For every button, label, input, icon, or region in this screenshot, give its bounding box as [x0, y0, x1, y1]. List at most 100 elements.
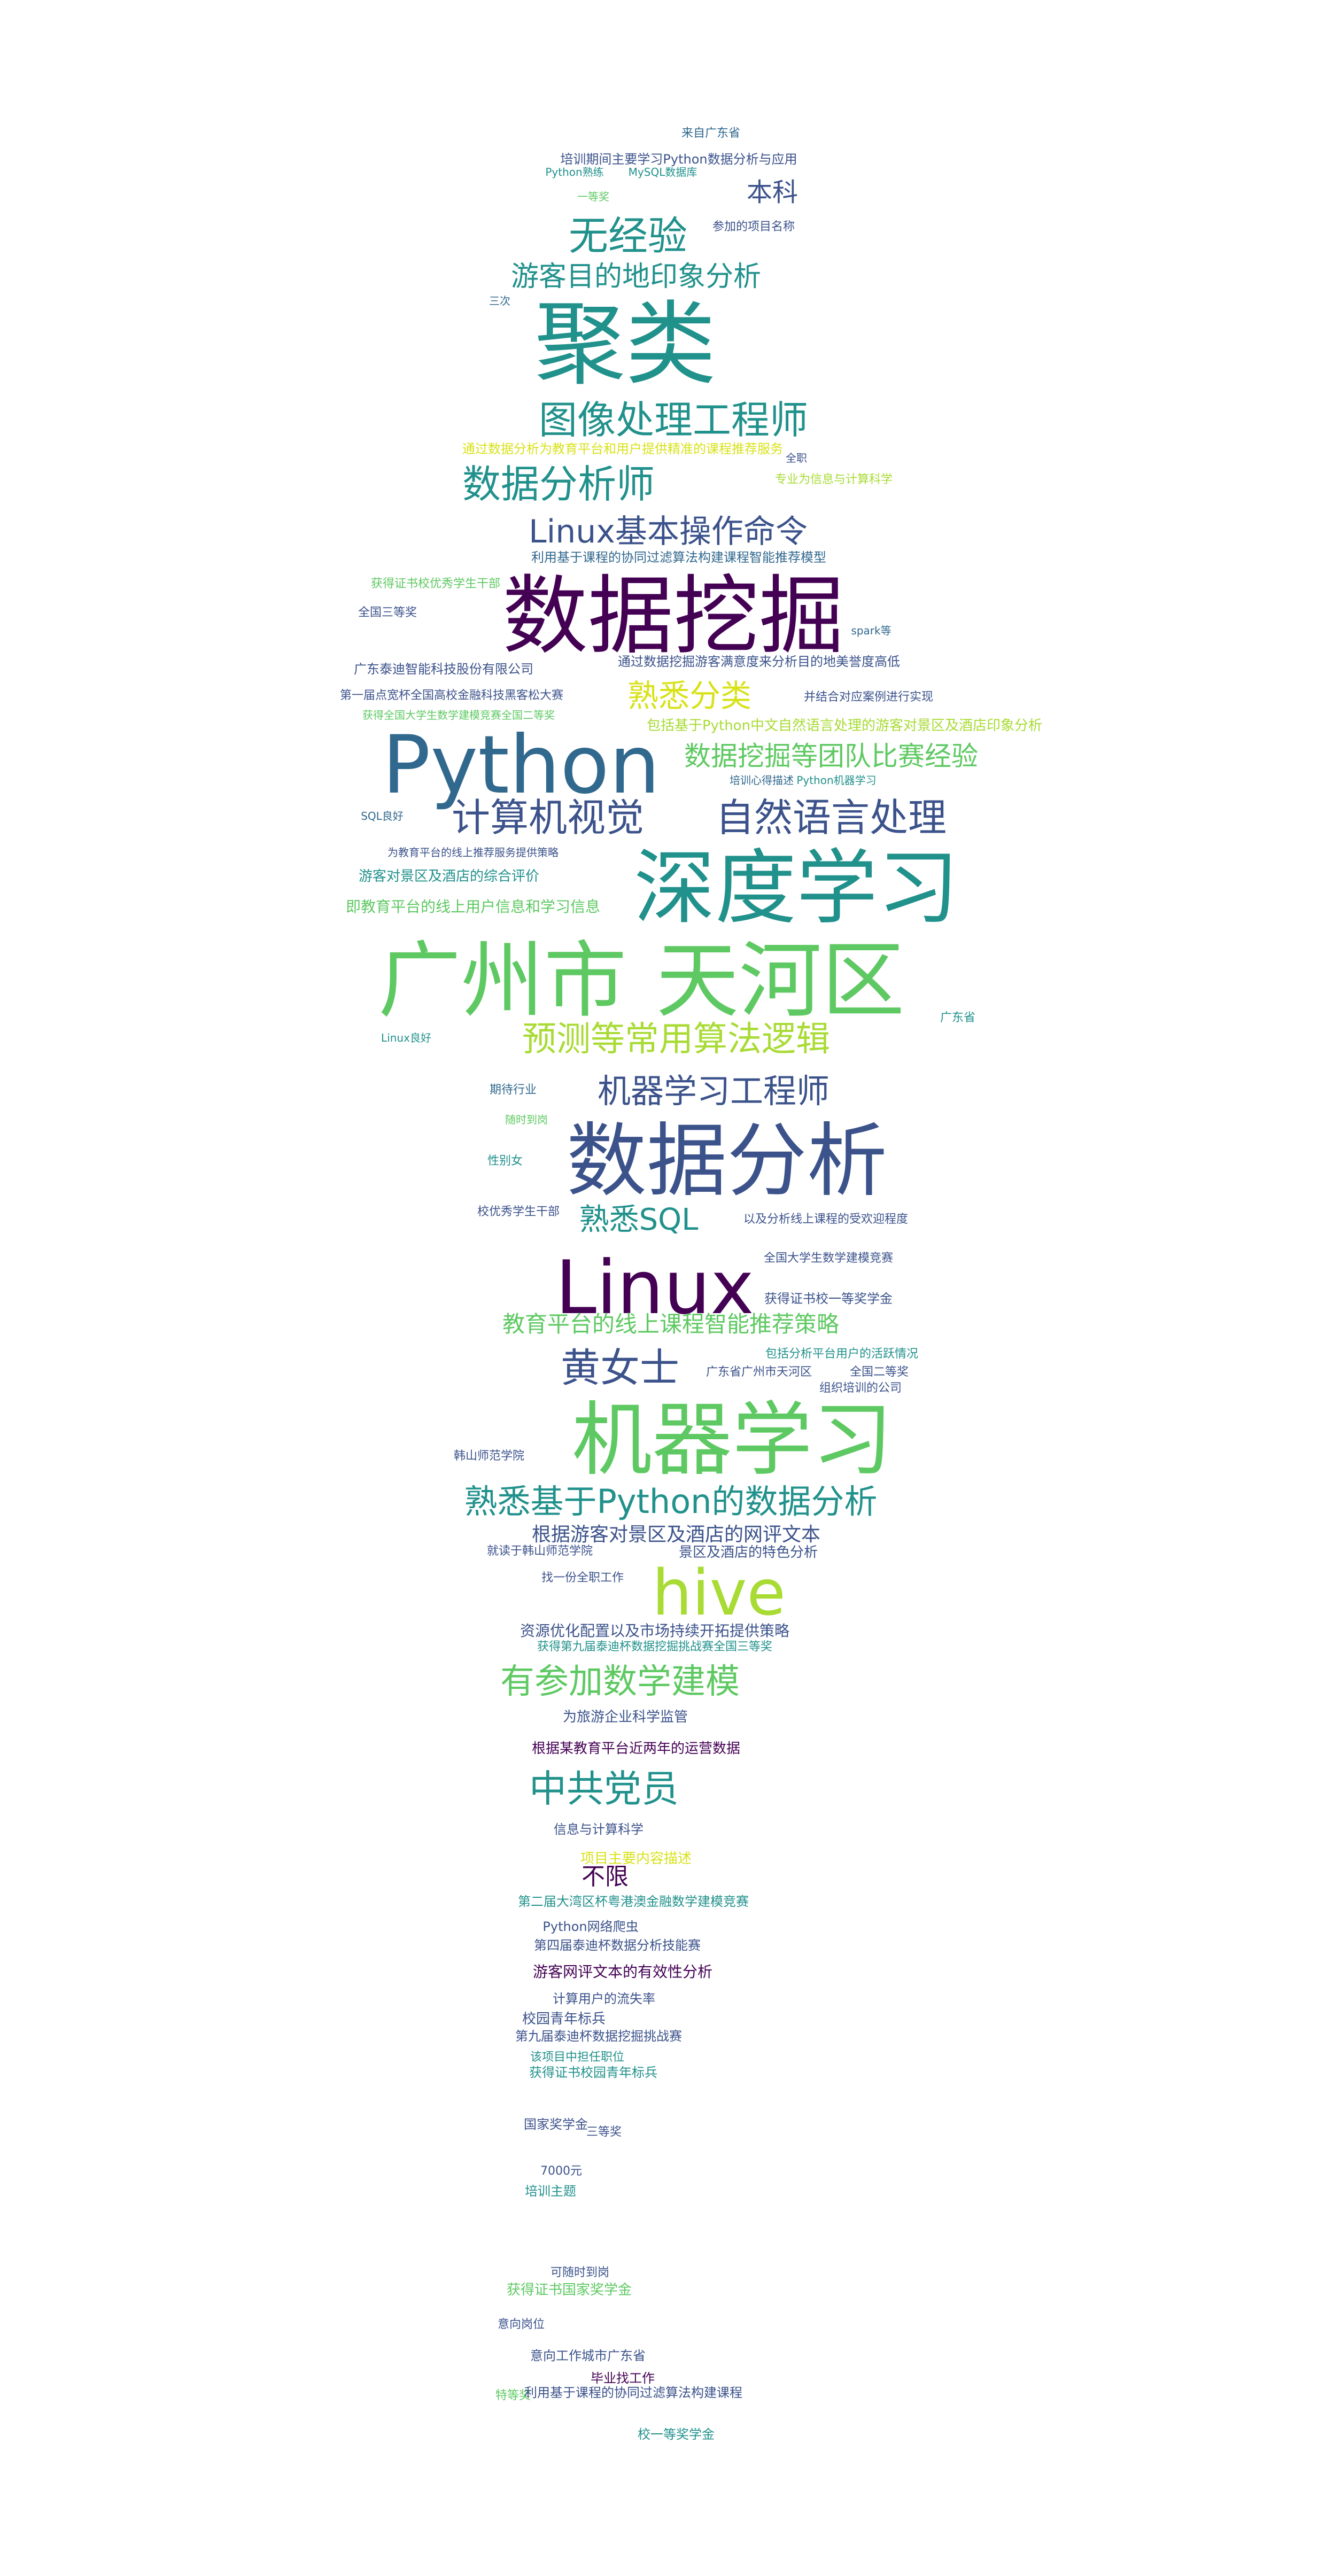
word: 找一份全职工作	[541, 1571, 624, 1585]
word: 聚类	[534, 292, 717, 398]
word: 本科	[746, 177, 798, 207]
word: 可随时到岗	[550, 2266, 610, 2279]
word: Python机器学习	[796, 774, 877, 787]
word: 全国大学生数学建模竞赛	[763, 1252, 894, 1265]
word: 不限	[582, 1863, 629, 1890]
word: 景区及酒店的特色分析	[678, 1545, 818, 1561]
word: 第二届大湾区杯粤港澳金融数学建模竞赛	[518, 1894, 749, 1909]
word: 通过数据分析为教育平台和用户提供精准的课程推荐服务	[462, 441, 783, 456]
word: 全国二等奖	[849, 1365, 909, 1379]
word: 预测等常用算法逻辑	[522, 1020, 830, 1059]
word: 为教育平台的线上推荐服务提供策略	[387, 846, 559, 859]
word: 韩山师范学院	[453, 1449, 525, 1463]
word: 中共党员	[529, 1767, 679, 1811]
word: Linux	[555, 1245, 754, 1331]
word: 获得证书校一等奖学金	[764, 1291, 893, 1306]
word: hive	[652, 1556, 786, 1630]
word: 来自广东省	[681, 127, 741, 140]
word: 毕业找工作	[591, 2371, 655, 2386]
word: 培训心得描述	[730, 774, 794, 787]
word: 通过数据挖掘游客满意度来分析目的地美誉度高低	[618, 654, 900, 669]
word: 天河区	[656, 932, 905, 1029]
word: 项目主要内容描述	[580, 1851, 692, 1867]
word: 7000元	[540, 2164, 582, 2178]
word: 教育平台的线上课程智能推荐策略	[502, 1311, 840, 1337]
word: 获得证书校园青年标兵	[529, 2065, 657, 2080]
word: 有参加数学建模	[500, 1662, 740, 1702]
word: 利用基于课程的协同过滤算法构建课程智能推荐模型	[531, 550, 826, 565]
word: 熟悉基于Python的数据分析	[464, 1482, 878, 1521]
word: SQL良好	[361, 810, 404, 823]
word: 机器学习工程师	[597, 1072, 830, 1111]
word: 随时到岗	[505, 1113, 548, 1126]
word: 意向工作城市广东省	[530, 2348, 646, 2363]
word: 数据分析师	[462, 462, 655, 507]
word: 就读于韩山师范学院	[486, 1545, 593, 1558]
word: 资源优化配置以及市场持续开拓提供策略	[520, 1622, 790, 1640]
word: 包括基于Python中文自然语言处理的游客对景区及酒店印象分析	[646, 718, 1043, 734]
word: 全国三等奖	[358, 606, 417, 619]
word: 第四届泰迪杯数据分析技能赛	[534, 1938, 701, 1953]
word: 自然语言处理	[715, 795, 947, 840]
word: 游客网评文本的有效性分析	[532, 1963, 713, 1981]
word: 并结合对应案例进行实现	[803, 690, 934, 704]
word: 第一届点宽杯全国高校金融科技黑客松大赛	[339, 689, 564, 702]
word: 国家奖学金	[524, 2117, 588, 2132]
word: 专业为信息与计算科学	[774, 473, 893, 486]
word: 广州市	[378, 932, 627, 1029]
word: 为旅游企业科学监管	[562, 1709, 688, 1725]
word: 广东省广州市天河区	[705, 1365, 812, 1379]
word: Python熟练	[545, 166, 604, 179]
word: 三等奖	[586, 2125, 622, 2139]
word: 校一等奖学金	[638, 2427, 715, 2442]
word: 广东泰迪智能科技股份有限公司	[354, 662, 533, 677]
word: Linux良好	[381, 1031, 431, 1044]
word: 根据某教育平台近两年的运营数据	[531, 1741, 741, 1757]
word: 数据挖掘等团队比赛经验	[684, 741, 978, 772]
word: Python网络爬虫	[542, 1919, 639, 1934]
word: 根据游客对景区及酒店的网评文本	[531, 1524, 821, 1546]
word: 意向岗位	[497, 2318, 545, 2331]
word: 该项目中担任职位	[530, 2051, 625, 2064]
word: Linux基本操作命令	[529, 513, 808, 550]
word: 无经验	[569, 213, 687, 259]
word: 一等奖	[577, 190, 609, 203]
word: MySQL数据库	[628, 166, 697, 179]
word: 熟悉分类	[627, 678, 752, 714]
word: 期待行业	[489, 1083, 537, 1097]
word: 机器学习	[571, 1394, 893, 1487]
word: 第九届泰迪杯数据挖掘挑战赛	[515, 2029, 682, 2044]
word: 黄女士	[561, 1345, 679, 1391]
word: 包括分析平台用户的活跃情况	[765, 1347, 919, 1361]
word: 游客对景区及酒店的综合评价	[358, 868, 540, 884]
word: 校园青年标兵	[522, 2011, 606, 2027]
word: 深度学习	[634, 841, 959, 935]
word: 利用基于课程的协同过滤算法构建课程	[524, 2385, 742, 2400]
word: Python	[382, 719, 660, 812]
word: 数据分析	[566, 1115, 888, 1208]
word: 以及分析线上课程的受欢迎程度	[743, 1213, 909, 1226]
word: 数据挖掘	[502, 566, 845, 666]
word: 培训期间主要学习Python数据分析与应用	[560, 152, 797, 167]
word: 全职	[786, 452, 807, 464]
word: spark等	[851, 624, 891, 637]
word: 校优秀学生干部	[477, 1205, 560, 1219]
word: 即教育平台的线上用户信息和学习信息	[345, 898, 601, 915]
word: 三次	[489, 294, 510, 307]
word: 培训主题	[525, 2184, 576, 2199]
word: 图像处理工程师	[538, 398, 809, 443]
word: 信息与计算科学	[554, 1822, 644, 1837]
word: 获得证书校优秀学生干部	[370, 577, 501, 591]
word: 性别女	[487, 1154, 523, 1168]
word: 计算用户的流失率	[553, 1991, 655, 2006]
word: 特等奖	[495, 2389, 531, 2402]
word: 获得第九届泰迪杯数据挖掘挑战赛全国三等奖	[537, 1640, 773, 1654]
word: 广东省	[940, 1011, 976, 1025]
word: 游客目的地印象分析	[510, 261, 762, 293]
word: 获得全国大学生数学建模竞赛全国二等奖	[362, 709, 555, 721]
word: 熟悉SQL	[579, 1202, 699, 1237]
word: 参加的项目名称	[712, 220, 795, 234]
word: 组织培训的公司	[819, 1382, 902, 1395]
word: 获得证书国家奖学金	[506, 2282, 632, 2298]
